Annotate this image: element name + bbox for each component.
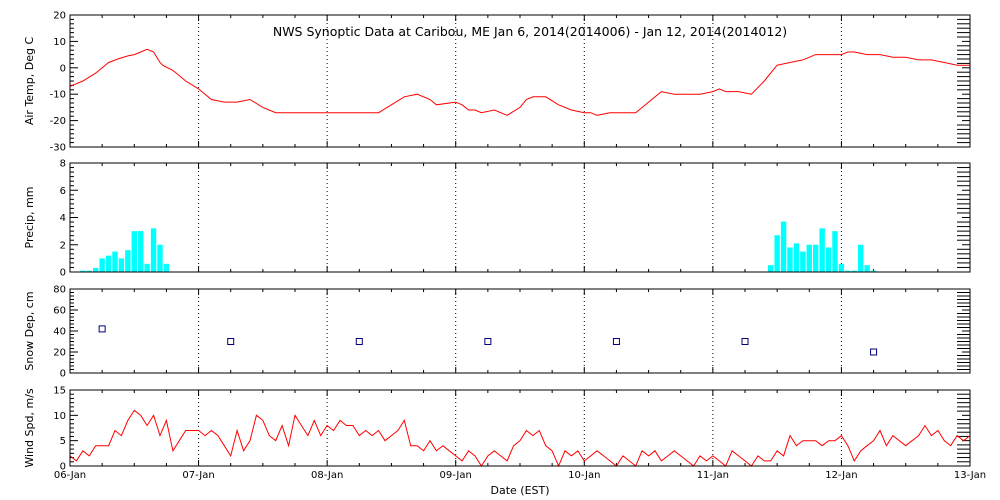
precip-bar	[793, 243, 800, 272]
y-tick-label: 0	[60, 462, 66, 473]
precip-bar	[93, 267, 99, 272]
y-axis-label: Precip, mm	[23, 187, 36, 249]
x-tick-label: 07-Jan	[182, 470, 214, 481]
x-tick-label: 12-Jan	[825, 470, 857, 481]
precip-bar	[118, 258, 125, 272]
y-axis-label: Wind Spd, m/s	[23, 388, 36, 468]
precip-bar	[138, 231, 144, 272]
precip-bar	[838, 263, 845, 272]
panel-frame	[69, 389, 971, 467]
x-tick-label: 11-Jan	[697, 470, 729, 481]
y-tick-label: 40	[53, 327, 66, 338]
chart-title: NWS Synoptic Data at Caribou, ME Jan 6, …	[273, 24, 787, 39]
x-tick-label: 09-Jan	[440, 470, 472, 481]
snow-depth-marker	[612, 338, 620, 345]
y-tick-label: 0	[60, 369, 66, 380]
x-tick-label: 06-Jan	[54, 470, 86, 481]
y-tick-label: 5	[60, 436, 66, 447]
precip-bar	[832, 231, 838, 272]
x-tick-label: 10-Jan	[568, 470, 600, 481]
y-axis-label: Snow Dep, cm	[23, 291, 36, 370]
precip-bar	[112, 251, 118, 272]
precip-bar	[813, 244, 819, 272]
series-line	[69, 48, 970, 116]
panel-frame	[69, 288, 971, 374]
x-axis-label: Date (EST)	[490, 484, 549, 497]
precip-bar	[99, 258, 105, 272]
y-tick-label: 6	[60, 186, 66, 197]
snow-depth-marker	[355, 338, 363, 345]
panel-frame	[69, 14, 971, 148]
precip-bar	[125, 250, 131, 272]
y-tick-label: 2	[60, 240, 66, 251]
precip-bar	[851, 270, 857, 272]
precip-bar	[144, 263, 150, 272]
y-tick-label: 0	[60, 63, 66, 74]
precip-bar	[780, 221, 787, 272]
precip-bar	[131, 231, 137, 272]
precip-bar	[150, 228, 157, 272]
panel-frame	[69, 162, 971, 273]
x-tick-label: 13-Jan	[954, 470, 986, 481]
y-tick-label: 10	[53, 411, 66, 422]
series-line	[69, 409, 971, 468]
y-tick-label: 4	[60, 213, 66, 224]
precip-bar	[80, 270, 86, 272]
y-tick-label: 80	[53, 285, 66, 296]
panel-2: 0 2 4 6 8 Precip, mm	[23, 159, 971, 279]
y-tick-label: -20	[50, 116, 66, 127]
precip-bar	[819, 228, 825, 272]
y-tick-label: 15	[53, 386, 66, 397]
y-tick-label: 20	[53, 348, 66, 359]
y-tick-label: 60	[53, 306, 66, 317]
y-tick-label: 8	[60, 159, 66, 170]
panel-1: -30 -20 -10 0 10 20 Air Temp, Deg C	[23, 11, 971, 154]
y-tick-label: 20	[53, 11, 66, 22]
precip-bar	[768, 265, 774, 272]
precip-bar	[86, 270, 92, 272]
precip-bar	[105, 255, 112, 272]
precip-bar	[870, 270, 877, 272]
snow-depth-marker	[98, 325, 106, 333]
snow-depth-marker	[870, 348, 878, 356]
snow-depth-marker	[227, 338, 235, 345]
precip-bar	[825, 247, 832, 272]
precip-bar	[864, 265, 870, 272]
precip-bar	[800, 251, 806, 272]
panel-3: 0 20 40 60 80 Snow Dep, cm	[23, 285, 971, 380]
y-axis-label: Air Temp, Deg C	[23, 37, 36, 126]
precip-bar	[774, 235, 780, 272]
snow-depth-marker	[741, 338, 749, 345]
precip-bar	[858, 244, 864, 272]
panel-4: 0 5 10 15 Wind Spd, m/s 06-Jan 07-Jan 08-Jan 09-…	[23, 386, 986, 482]
precip-bar	[806, 244, 812, 272]
y-tick-label: -30	[50, 143, 66, 154]
precip-bar	[163, 263, 170, 272]
precip-bar	[845, 270, 851, 272]
x-tick-label: 08-Jan	[311, 470, 343, 481]
y-tick-label: -10	[50, 90, 66, 101]
chart-panels: -30 -20 -10 0 10 20 Air Temp, Deg C 0 2 4 6 8 Precip…	[23, 11, 986, 482]
precip-bar	[787, 247, 793, 272]
precip-bar	[157, 244, 163, 272]
snow-depth-marker	[484, 338, 492, 345]
y-tick-label: 0	[60, 268, 66, 279]
y-tick-label: 10	[53, 37, 66, 48]
